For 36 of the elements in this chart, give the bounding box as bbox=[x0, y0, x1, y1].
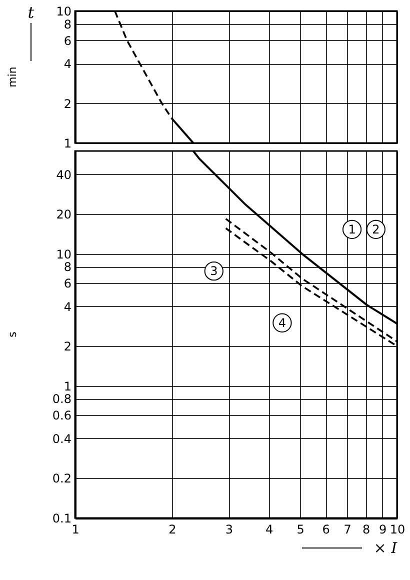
y-tick-label: 4 bbox=[64, 57, 72, 72]
y-tick-label: 10 bbox=[56, 4, 72, 18]
x-tick-label: 6 bbox=[322, 522, 330, 536]
y-tick-label: 8 bbox=[64, 260, 72, 274]
y-tick-label: 0.1 bbox=[52, 512, 72, 526]
x-tick-label: 10 bbox=[390, 522, 406, 536]
y-axis-title: t bbox=[28, 3, 35, 22]
x-tick-label: 4 bbox=[266, 522, 274, 536]
y-tick-label: 6 bbox=[64, 34, 72, 48]
y-tick-label: 8 bbox=[64, 17, 72, 32]
y-tick-label: 0.6 bbox=[52, 408, 72, 423]
y-tick-label: 20 bbox=[56, 208, 72, 222]
y-tick-label: 6 bbox=[64, 276, 72, 291]
annotation: 2 bbox=[372, 222, 380, 236]
x-tick-label: 9 bbox=[378, 522, 387, 536]
x-tick-label: 2 bbox=[168, 522, 176, 536]
y-tick-label: 2 bbox=[64, 96, 72, 111]
text: min bbox=[6, 66, 19, 88]
y-tick-label: 2 bbox=[64, 340, 72, 354]
annotation: 3 bbox=[210, 264, 218, 278]
y-tick-label: 4 bbox=[64, 300, 72, 314]
annotation: 4 bbox=[278, 316, 286, 330]
text: s bbox=[6, 331, 19, 338]
x-axis-title: × I bbox=[374, 539, 398, 557]
y-tick-label: 1 bbox=[64, 379, 72, 394]
x-tick-label: 5 bbox=[296, 522, 304, 536]
y-tick-label: 0.8 bbox=[52, 392, 72, 406]
annotation: 1 bbox=[348, 222, 356, 236]
x-tick-label: 8 bbox=[362, 522, 370, 536]
x-tick-label: 7 bbox=[344, 522, 352, 536]
y-tick-label: 40 bbox=[56, 168, 72, 182]
y-tick-label: 0.2 bbox=[52, 472, 72, 486]
y-tick-label: 10 bbox=[56, 247, 72, 262]
y-tick-label: 0.4 bbox=[52, 432, 72, 446]
x-tick-label: 3 bbox=[225, 522, 233, 536]
y-tick-label: 1 bbox=[64, 136, 72, 150]
